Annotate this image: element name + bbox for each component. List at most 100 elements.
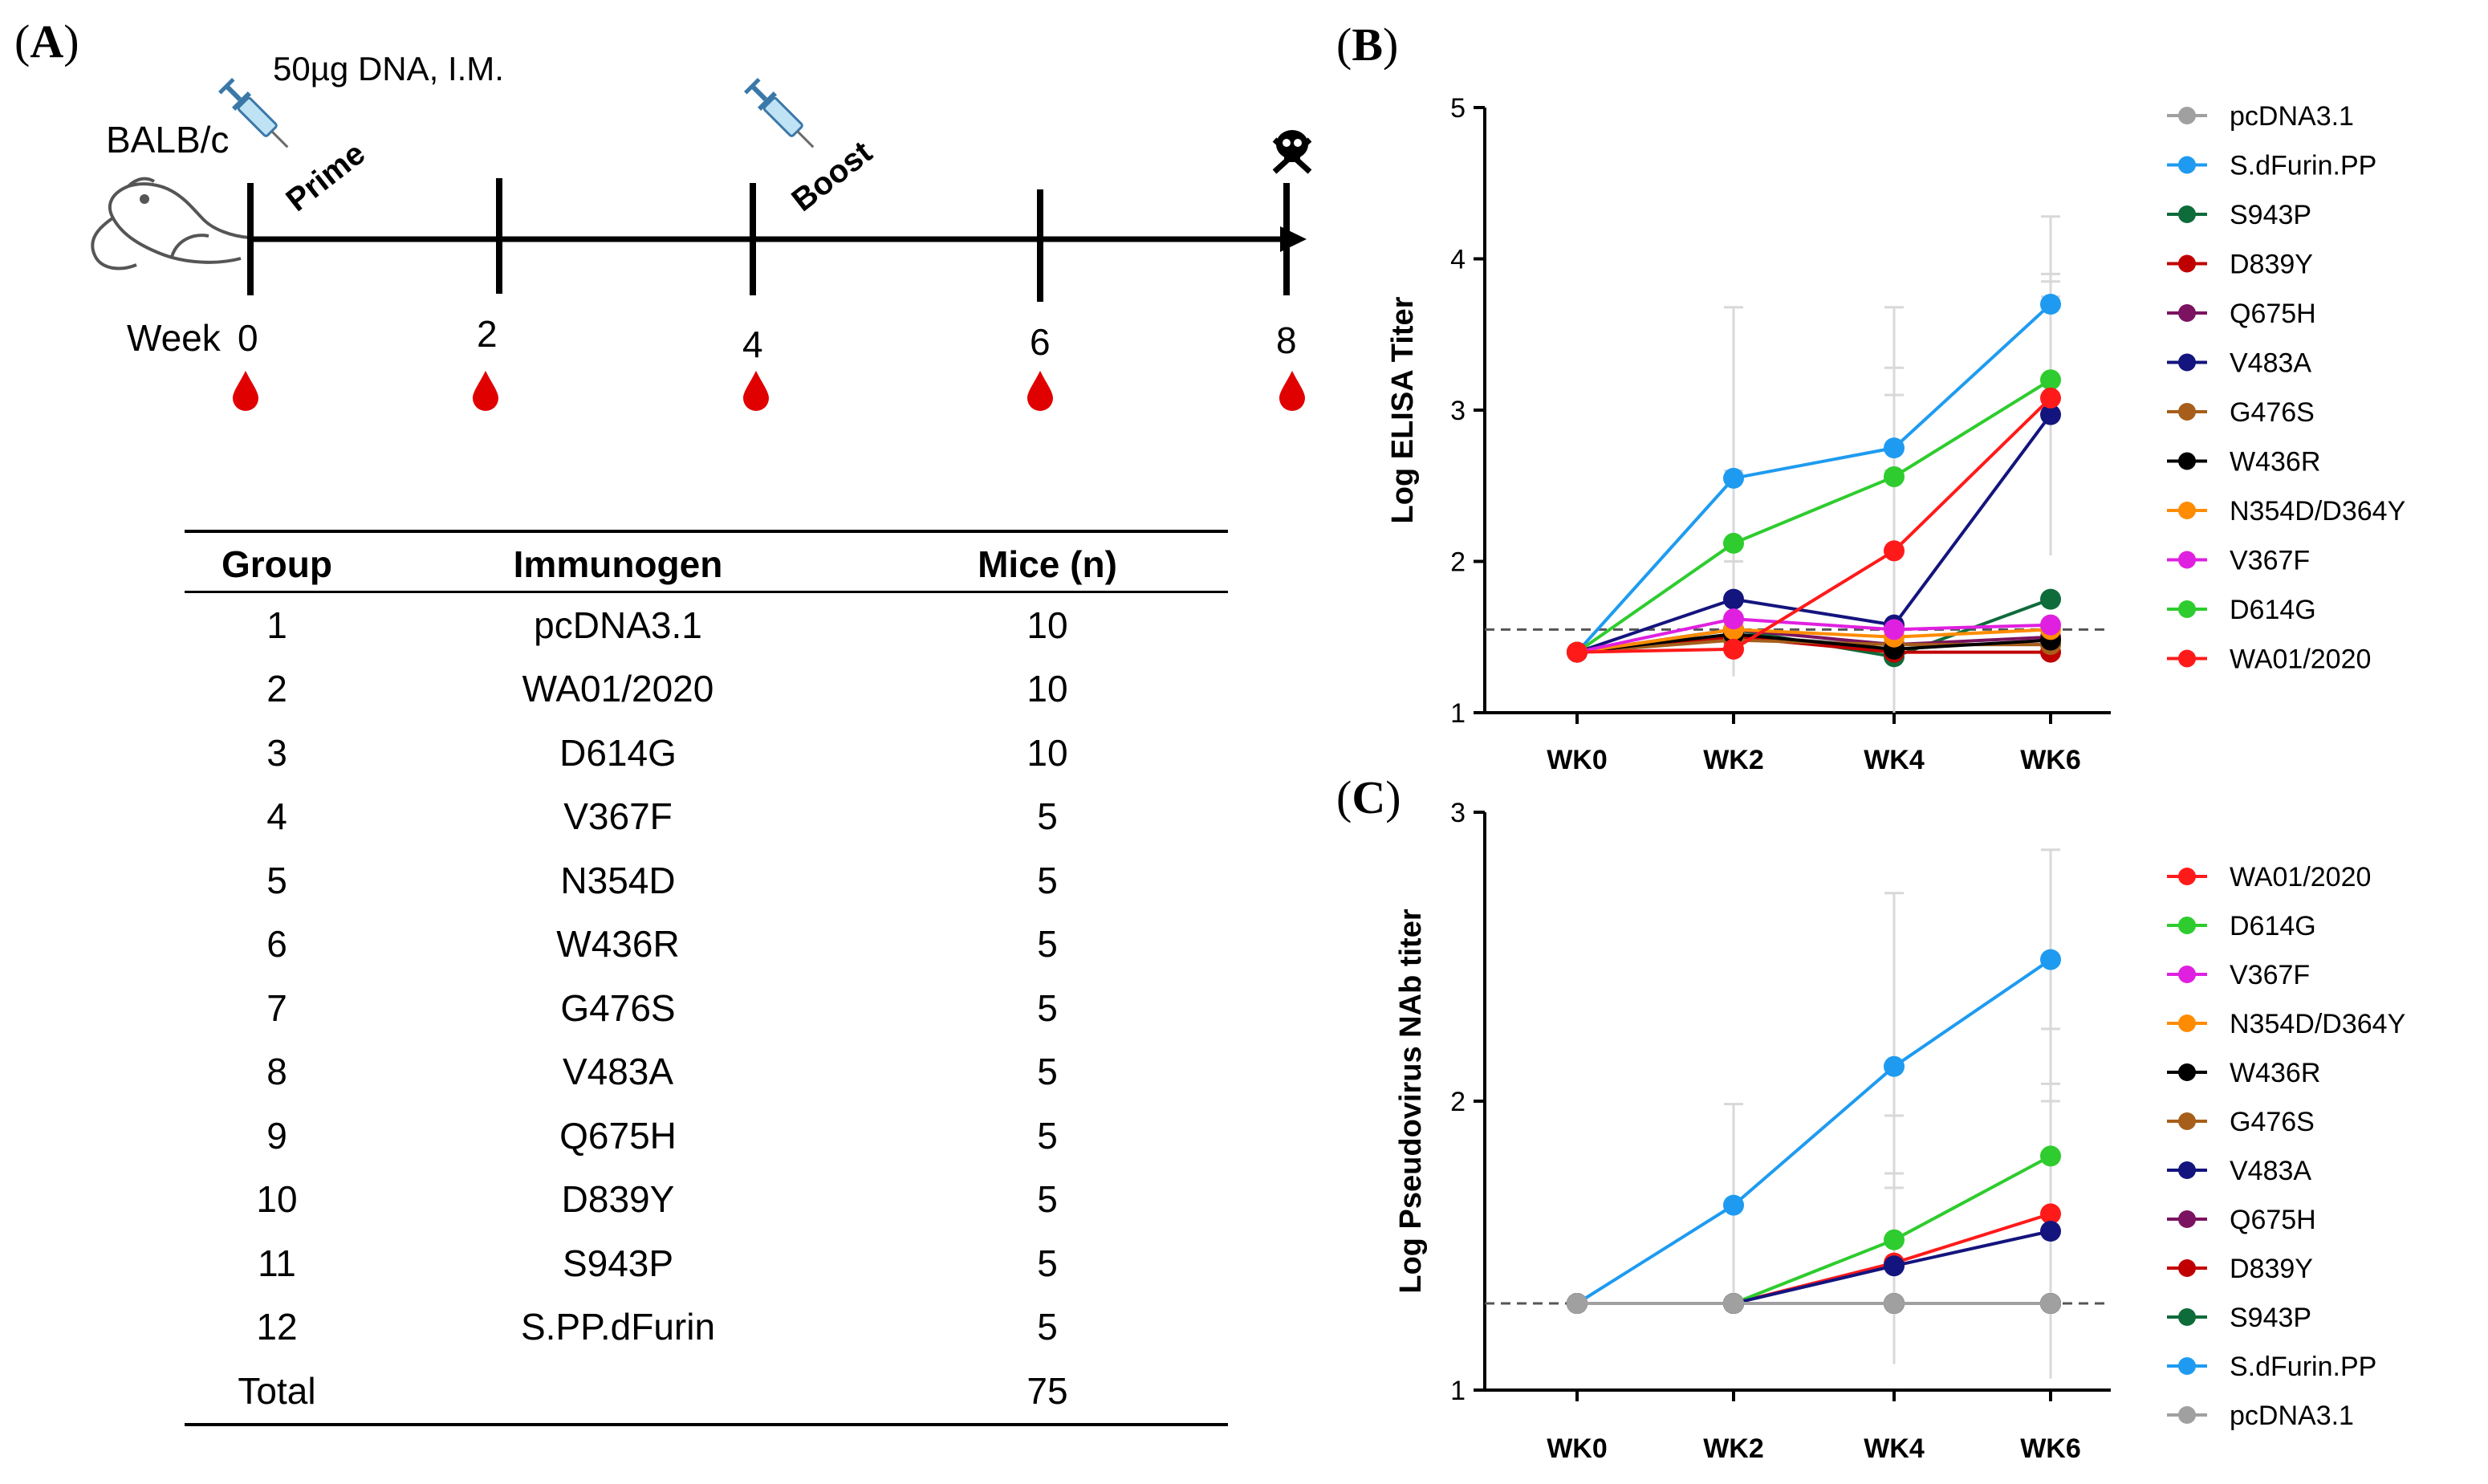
table-row: 8 V483A 5 bbox=[185, 1040, 1228, 1104]
boost-label: Boost bbox=[785, 135, 878, 218]
x-tick-label: WK6 bbox=[2020, 745, 2081, 775]
table-cell-group: 4 bbox=[266, 795, 287, 838]
table-cell-group: 3 bbox=[266, 731, 287, 774]
data-point bbox=[1723, 532, 1744, 554]
week-number-4: 4 bbox=[742, 323, 763, 365]
table-header-row: Group Immunogen Mice (n) bbox=[185, 531, 1228, 592]
table-row: 2 WA01/2020 10 bbox=[185, 657, 1228, 722]
legend-swatch-dot bbox=[2178, 502, 2196, 519]
table-cell-immunogen: N354D bbox=[560, 859, 676, 901]
data-point bbox=[2040, 294, 2061, 315]
table-cell-group: 8 bbox=[266, 1051, 287, 1093]
table-row: 5 N354D 5 bbox=[185, 848, 1228, 913]
series-line bbox=[1576, 617, 2051, 654]
data-point bbox=[1884, 466, 1905, 487]
table-cell-group: 6 bbox=[266, 923, 287, 966]
data-point bbox=[1884, 1255, 1905, 1277]
legend-label: N354D/D364Y bbox=[2230, 1009, 2405, 1039]
legend-swatch-dot bbox=[2178, 107, 2196, 124]
table-row: 1 pcDNA3.1 10 bbox=[185, 592, 1228, 657]
table-cell-mice: 5 bbox=[1037, 1242, 1058, 1284]
table-cell-mice: 5 bbox=[1037, 1178, 1058, 1221]
blood-drop-icon bbox=[1027, 371, 1053, 411]
x-tick-label: WK4 bbox=[1864, 1433, 1925, 1464]
x-tick-label: WK0 bbox=[1547, 1433, 1608, 1464]
legend-swatch-dot bbox=[2178, 966, 2196, 983]
legend-swatch-dot bbox=[2178, 1259, 2196, 1277]
x-tick-label: WK0 bbox=[1547, 745, 1608, 775]
panel-a-label: (A) bbox=[14, 15, 79, 67]
table-cell-mice: 10 bbox=[1027, 668, 1068, 710]
table-cell-mice: 5 bbox=[1037, 1051, 1058, 1093]
legend-swatch-dot bbox=[2178, 600, 2196, 618]
table-cell-immunogen: S.PP.dFurin bbox=[520, 1306, 716, 1348]
table-cell-immunogen: V483A bbox=[562, 1051, 674, 1093]
data-point bbox=[2040, 1203, 2061, 1225]
x-tick-label: WK4 bbox=[1864, 745, 1925, 775]
legend-swatch-dot bbox=[2178, 917, 2196, 934]
data-point bbox=[1884, 1229, 1905, 1250]
table-cell-mice: 10 bbox=[1027, 604, 1068, 646]
x-tick-label: WK2 bbox=[1703, 1433, 1764, 1464]
table-row: 10 D839Y 5 bbox=[185, 1168, 1228, 1232]
legend-swatch-dot bbox=[2178, 403, 2196, 421]
legend-swatch-dot bbox=[2178, 452, 2196, 470]
data-point bbox=[2040, 949, 2061, 970]
series-line bbox=[1576, 632, 2051, 654]
y-tick-label: 4 bbox=[1450, 245, 1466, 275]
legend-swatch-dot bbox=[2178, 1357, 2196, 1375]
legend-swatch-dot bbox=[2178, 353, 2196, 372]
data-point bbox=[2040, 1293, 2061, 1314]
data-point bbox=[1723, 1194, 1744, 1216]
legend-label: D614G bbox=[2230, 595, 2316, 625]
table-row: 9 Q675H 5 bbox=[185, 1104, 1228, 1168]
blood-drop-icon bbox=[1279, 371, 1305, 411]
table-total-row: Total 75 bbox=[185, 1359, 1228, 1426]
total-mice: 75 bbox=[867, 1359, 1228, 1426]
skull-crossbones-icon bbox=[1272, 130, 1312, 174]
data-point bbox=[1884, 540, 1905, 562]
table-cell-group: 10 bbox=[256, 1178, 298, 1221]
data-point bbox=[2040, 369, 2061, 391]
week-label: Week bbox=[127, 317, 222, 359]
table-row: 6 W436R 5 bbox=[185, 913, 1228, 977]
data-point bbox=[2040, 404, 2061, 425]
header-mice: Mice (n) bbox=[978, 543, 1117, 585]
immunization-timeline: 50µg DNA, I.M. BALB/c Prime Boost bbox=[91, 50, 1312, 411]
data-point bbox=[1567, 641, 1588, 663]
legend-label: D839Y bbox=[2230, 250, 2313, 280]
syringe-boost-icon bbox=[744, 78, 815, 148]
data-point bbox=[1567, 1293, 1588, 1314]
legend-label: V367F bbox=[2230, 960, 2310, 990]
table-cell-group: 1 bbox=[266, 604, 287, 646]
legend-label: S.dFurin.PP bbox=[2230, 151, 2376, 181]
x-tick-label: WK2 bbox=[1703, 745, 1764, 775]
table-cell-immunogen: V367F bbox=[563, 795, 673, 838]
series-line bbox=[1577, 1154, 2051, 1305]
legend-swatch-dot bbox=[2178, 254, 2196, 273]
table-cell-mice: 5 bbox=[1037, 986, 1058, 1029]
legend-label: N354D/D364Y bbox=[2230, 496, 2405, 527]
series-line bbox=[1575, 303, 2052, 653]
y-axis-label: Log Pseudovirus NAb titer bbox=[1394, 909, 1428, 1293]
legend-swatch-dot bbox=[2178, 156, 2196, 174]
table-cell-immunogen: pcDNA3.1 bbox=[534, 604, 702, 646]
y-tick-label: 2 bbox=[1450, 1087, 1466, 1117]
table-cell-mice: 5 bbox=[1037, 795, 1058, 838]
legend-label: WA01/2020 bbox=[2230, 644, 2371, 675]
header-group: Group bbox=[222, 543, 332, 585]
table-cell-group: 11 bbox=[258, 1242, 296, 1284]
table-row: 3 D614G 10 bbox=[185, 721, 1228, 785]
data-point bbox=[2040, 387, 2061, 409]
week-number-6: 6 bbox=[1030, 321, 1051, 363]
legend-label: WA01/2020 bbox=[2230, 862, 2371, 892]
data-point bbox=[2040, 588, 2061, 610]
elisa-titer-chart: 1 2 3 4 5 WK0 WK2 WK4 WK6 Log ELISA Titer pcDNA3.1… bbox=[1386, 93, 2405, 775]
week-number-2: 2 bbox=[477, 313, 498, 355]
table-cell-mice: 5 bbox=[1037, 923, 1058, 966]
week-number-0: 0 bbox=[238, 317, 258, 359]
table-cell-mice: 5 bbox=[1037, 1114, 1058, 1157]
series-line bbox=[1576, 628, 2051, 654]
legend-label: S943P bbox=[2230, 1303, 2311, 1333]
data-point bbox=[1723, 588, 1744, 610]
